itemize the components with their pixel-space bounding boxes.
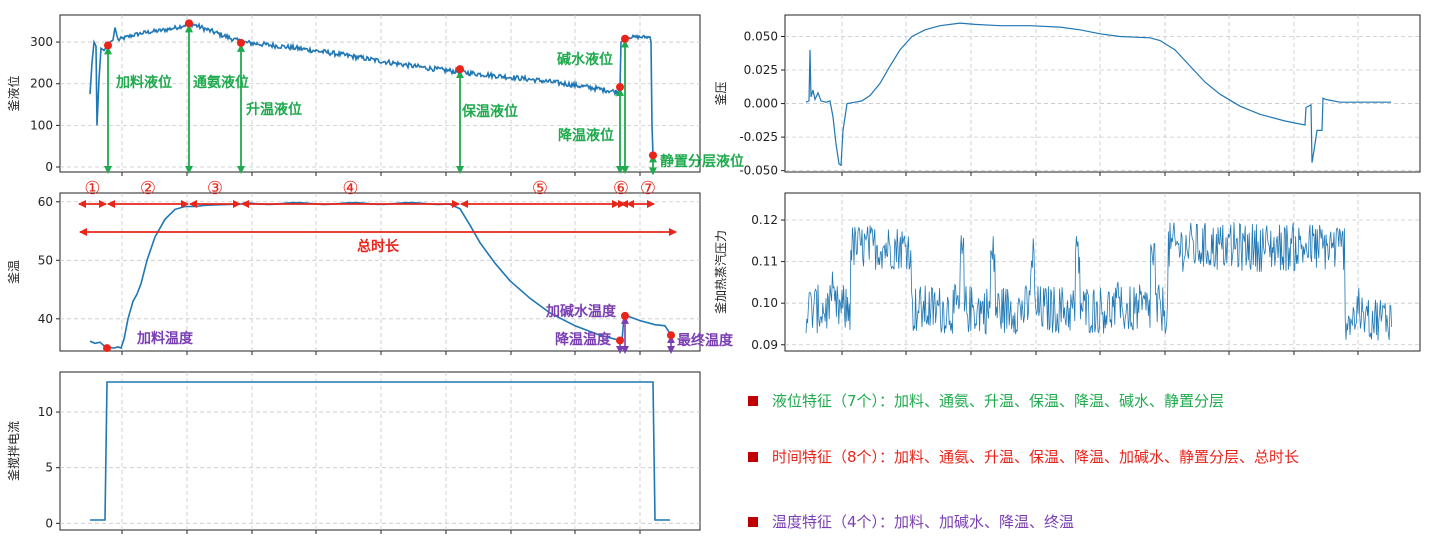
feature-marker [103, 344, 111, 353]
temp-annotation: 加碱水温度 [545, 303, 617, 320]
phase-label: ⑥ [613, 178, 629, 199]
legend-square-icon [748, 451, 758, 462]
level-annotation: 静置分层液位 [660, 153, 744, 170]
steam-pressure-chart: 0.09 0.10 0.11 0.12 釜加热蒸汽压力 [713, 192, 1421, 355]
level-annotation: 碱水液位 [557, 51, 613, 68]
feature-marker [649, 151, 657, 160]
plot-frame [784, 192, 1421, 352]
phase-label: ⑤ [532, 178, 548, 199]
y-axis-label: 釜压 [713, 81, 728, 105]
y-tick-label: 0.12 [751, 213, 778, 227]
feature-marker [621, 34, 629, 43]
y-tick-label: 100 [30, 118, 53, 132]
y-tick-label: 0.025 [744, 63, 778, 77]
legend-text: 时间特征（8个）：加料、通氨、升温、保温、降温、加碱水、静置分层、总时长 [772, 448, 1300, 466]
y-tick-label: 50 [38, 253, 53, 267]
plot-frame [59, 371, 701, 531]
legend-item-level: 液位特征（7个）：加料、通氨、升温、保温、降温、碱水、静置分层 [748, 390, 1224, 411]
feature-marker [104, 41, 112, 50]
level-annotation: 加料液位 [115, 74, 172, 91]
phase-label: ③ [207, 178, 223, 199]
y-tick-label: 40 [38, 312, 53, 326]
legend-text: 温度特征（4个）：加料、加碱水、降温、终温 [772, 513, 1075, 531]
y-axis-label: 釜温 [6, 260, 21, 284]
feature-marker [185, 19, 193, 28]
y-tick-label: 10 [38, 405, 53, 419]
temp-annotation: 加料温度 [136, 330, 194, 347]
y-tick-label: 0.000 [744, 97, 778, 111]
pressure-chart: -0.050 -0.025 0.000 0.025 0.050 釜压 [713, 14, 1421, 178]
feature-marker [667, 331, 675, 340]
plot-frame [59, 14, 701, 173]
legend-square-icon [748, 516, 758, 527]
phase-label: ④ [342, 178, 358, 199]
series-line [805, 222, 1392, 341]
y-tick-label: 0.11 [751, 255, 778, 269]
level-annotation: 通氨液位 [193, 74, 249, 91]
y-tick-label: -0.025 [739, 130, 778, 144]
legend-text: 液位特征（7个）：加料、通氨、升温、保温、降温、碱水、静置分层 [772, 392, 1225, 410]
phase-label: ② [140, 178, 156, 199]
legend-item-temperature: 温度特征（4个）：加料、加碱水、降温、终温 [748, 511, 1074, 532]
y-tick-label: 60 [38, 195, 53, 209]
temp-annotation: 降温温度 [555, 331, 612, 348]
y-tick-label: 0.050 [744, 29, 778, 43]
y-axis-label: 釜搅拌电流 [6, 421, 21, 481]
level-annotation: 保温液位 [461, 103, 518, 120]
y-axis-label: 釜液位 [6, 75, 21, 111]
plot-frame [59, 192, 701, 352]
phase-label: ⑦ [640, 178, 656, 199]
series-line [90, 381, 670, 521]
y-tick-label: 300 [30, 35, 53, 49]
y-tick-label: 5 [45, 461, 53, 475]
phase-label: ① [84, 178, 100, 199]
feature-marker [616, 336, 624, 345]
series-line [805, 22, 1391, 167]
legend-square-icon [748, 395, 758, 406]
y-tick-label: 0.10 [751, 296, 778, 310]
y-tick-label: 0 [45, 516, 53, 530]
y-tick-label: -0.050 [739, 164, 778, 178]
legend-item-time: 时间特征（8个）：加料、通氨、升温、保温、降温、加碱水、静置分层、总时长 [748, 446, 1299, 467]
y-tick-label: 0.09 [751, 338, 778, 352]
feature-marker [616, 83, 624, 92]
level-annotation: 升温液位 [246, 101, 302, 118]
stirring-current-chart: 0 5 10 釜搅拌电流 [6, 371, 701, 534]
y-tick-label: 0 [45, 160, 53, 174]
y-axis-label: 釜加热蒸汽压力 [713, 230, 728, 314]
total-duration-label: 总时长 [357, 238, 400, 255]
plot-frame [784, 14, 1421, 173]
level-annotation: 降温液位 [558, 127, 614, 144]
feature-marker [456, 65, 464, 74]
series-line [89, 21, 654, 156]
feature-marker [621, 311, 629, 320]
y-tick-label: 200 [30, 77, 53, 91]
temp-annotation: 最终温度 [677, 332, 734, 349]
feature-marker [237, 38, 245, 47]
